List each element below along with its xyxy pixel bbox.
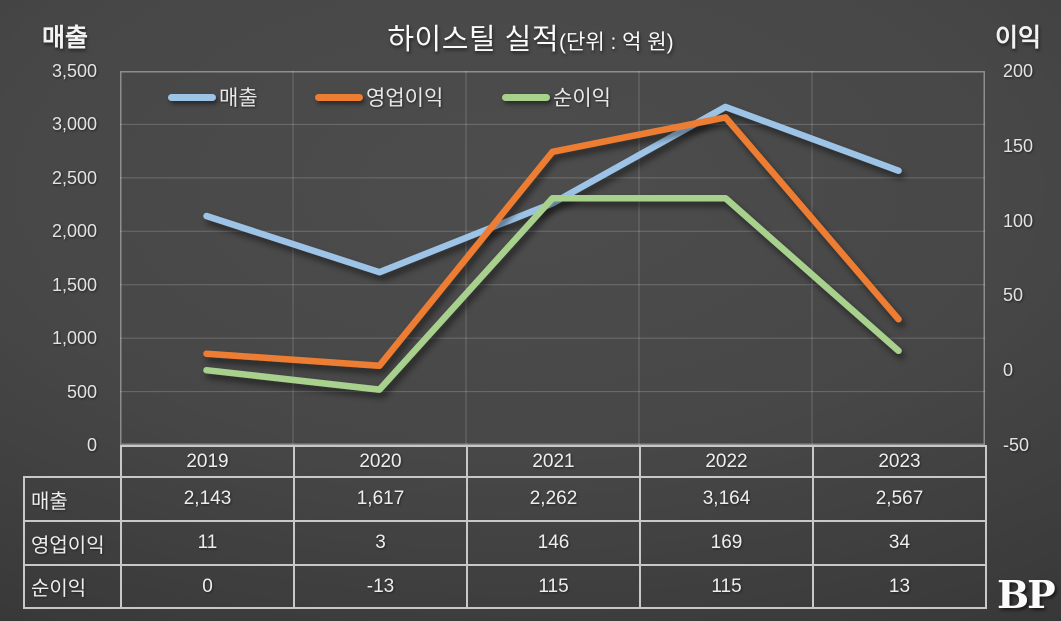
table-cell: 13 — [812, 564, 987, 609]
left-axis-tick: 3,500 — [51, 61, 97, 81]
table-cell: 34 — [812, 520, 987, 566]
year-header: 2021 — [466, 445, 641, 478]
right-axis-tick: 150 — [1003, 136, 1034, 156]
legend-item-operating-profit[interactable]: 영업이익 — [315, 85, 444, 110]
performance-line-chart — [120, 71, 985, 445]
legend-item-revenue[interactable]: 매출 — [168, 85, 258, 110]
table-cell: 2,143 — [120, 476, 295, 522]
row-header-net-profit: 순이익 — [23, 564, 122, 609]
series-line-2 — [203, 194, 902, 393]
chart-title-text: 하이스틸 실적 — [387, 24, 560, 56]
legend-item-net-profit[interactable]: 순이익 — [502, 85, 611, 110]
table-cell: 2,262 — [466, 476, 641, 522]
left-axis-tick: 3,000 — [51, 114, 97, 134]
right-axis-title: 이익 — [995, 24, 1042, 52]
year-header: 2019 — [120, 445, 295, 478]
legend-label: 순이익 — [553, 87, 611, 110]
right-axis-tick: -50 — [1003, 435, 1030, 455]
left-axis-tick: 2,000 — [51, 221, 97, 241]
table-row-net-profit: 순이익 0 -13 115 115 13 — [23, 564, 987, 609]
left-axis-tick: 1,000 — [51, 328, 97, 348]
legend-label: 매출 — [219, 87, 258, 110]
table-row-revenue: 매출 2,143 1,617 2,262 3,164 2,567 — [23, 476, 987, 522]
revenue-line-swatch-icon — [168, 93, 216, 101]
table-cell: 115 — [639, 564, 814, 609]
right-axis-tick: 100 — [1003, 211, 1034, 231]
series-line-0 — [203, 103, 902, 276]
chart-title: 하이스틸 실적(단위 : 억 원) — [0, 16, 1061, 58]
left-axis-tick: 500 — [66, 382, 97, 402]
table-cell: -13 — [293, 564, 468, 609]
right-axis-tick: 50 — [1003, 285, 1024, 305]
table-cell: 3 — [293, 520, 468, 566]
table-cell: 2,567 — [812, 476, 987, 522]
year-header: 2022 — [639, 445, 814, 478]
row-header-revenue: 매출 — [23, 476, 122, 522]
year-header: 2023 — [812, 445, 987, 478]
data-table: 2019 2020 2021 2022 2023 매출 2,143 1,617 … — [23, 445, 987, 609]
net-profit-line-swatch-icon — [502, 93, 550, 101]
legend-label: 영업이익 — [366, 87, 444, 110]
left-axis-tick: 2,500 — [51, 168, 97, 188]
table-cell: 169 — [639, 520, 814, 566]
table-cell: 1,617 — [293, 476, 468, 522]
table-cell: 0 — [120, 564, 295, 609]
table-cell: 115 — [466, 564, 641, 609]
table-cell: 11 — [120, 520, 295, 566]
left-axis-tick: 0 — [86, 435, 97, 455]
operating-profit-line-swatch-icon — [315, 93, 363, 101]
table-row-years: 2019 2020 2021 2022 2023 — [24, 445, 987, 478]
table-cell: 3,164 — [639, 476, 814, 522]
table-cell: 146 — [466, 520, 641, 566]
left-axis-tick: 1,500 — [51, 275, 97, 295]
row-header-operating-profit: 영업이익 — [23, 520, 122, 566]
year-header: 2020 — [293, 445, 468, 478]
right-axis-tick: 200 — [1003, 61, 1034, 81]
table-corner-cell — [24, 446, 121, 477]
right-axis-tick: 0 — [1003, 360, 1014, 380]
bp-logo: BP — [997, 572, 1056, 617]
series-line-1 — [203, 114, 902, 369]
chart-title-unit: (단위 : 억 원) — [559, 31, 674, 54]
left-axis-title: 매출 — [42, 24, 89, 52]
table-row-operating-profit: 영업이익 11 3 146 169 34 — [23, 520, 987, 566]
